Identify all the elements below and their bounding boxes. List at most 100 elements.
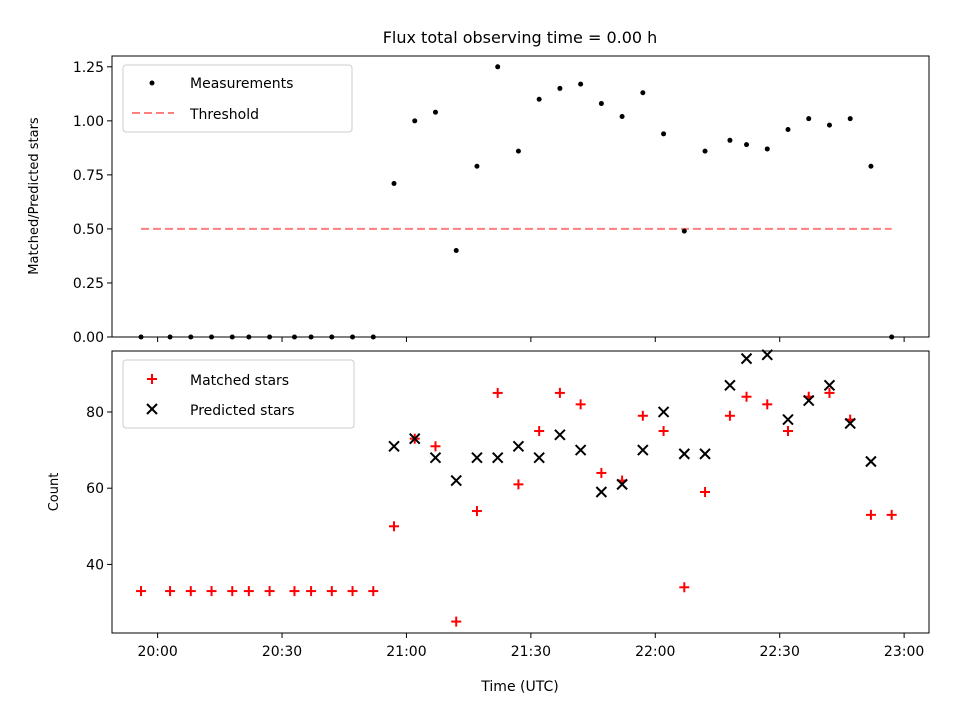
measurement-point	[474, 163, 480, 169]
predicted-star-point	[844, 417, 856, 430]
predicted-star-point	[865, 455, 877, 468]
legend-matched-marker	[147, 374, 157, 384]
legend-predicted-label: Predicted stars	[190, 403, 295, 419]
measurement-point	[495, 64, 501, 70]
predicted-star-point	[491, 451, 504, 464]
x-tick-label: 21:00	[386, 644, 426, 660]
measurement-point	[764, 146, 770, 152]
top-legend: Measurements Threshold	[122, 64, 353, 133]
predicted-star-point	[388, 440, 400, 452]
matched-star-point	[513, 479, 524, 490]
measurement-point	[702, 148, 708, 154]
measurement-point	[826, 122, 832, 128]
x-axis-label: Time (UTC)	[480, 679, 558, 695]
legend-measurements-marker	[149, 80, 155, 86]
measurement-point	[578, 81, 584, 87]
matched-star-point	[289, 586, 300, 597]
predicted-star-point	[533, 451, 545, 464]
matched-star-point	[824, 387, 835, 398]
measurement-point	[536, 96, 542, 102]
x-tick-label: 20:00	[137, 644, 177, 660]
measurement-point	[432, 109, 438, 115]
matched-star-point	[886, 509, 897, 520]
matched-star-point	[471, 506, 482, 517]
predicted-star-point	[803, 394, 815, 407]
chart-title: Flux total observing time = 0.00 h	[383, 28, 658, 47]
measurement-point	[727, 137, 733, 143]
predicted-star-point	[554, 429, 566, 441]
predicted-star-point	[471, 451, 483, 464]
predicted-star-point	[429, 451, 442, 464]
matched-star-point	[762, 399, 773, 410]
measurement-point	[681, 228, 687, 234]
matched-star-point	[782, 426, 793, 437]
bottom-y-tick-label: 60	[86, 481, 104, 497]
predicted-star-point	[678, 448, 691, 460]
bottom-y-tick-label: 40	[86, 557, 104, 573]
measurement-point	[619, 114, 625, 120]
measurement-point	[557, 85, 563, 91]
matched-star-point	[185, 586, 196, 597]
matched-star-point	[347, 586, 358, 597]
matched-star-point	[306, 586, 317, 597]
bottom-y-axis-label: Count	[47, 473, 62, 512]
bottom-panel: 40 60 80 20:00 20:30 21:00 21:30 22:00 22:30 23:…	[47, 349, 930, 695]
measurement-point	[598, 101, 604, 107]
top-plot-frame	[111, 55, 930, 338]
predicted-star-point	[512, 440, 525, 452]
matched-star-point	[136, 586, 147, 597]
measurement-point	[391, 181, 397, 187]
predicted-star-point	[699, 448, 711, 460]
matched-star-point	[700, 487, 711, 497]
matched-star-point	[243, 586, 254, 597]
bottom-legend: Matched stars Predicted stars	[122, 359, 355, 429]
top-y-tick-label: 1.25	[73, 60, 104, 76]
matched-star-point	[264, 586, 275, 597]
x-tick-label: 23:00	[884, 644, 924, 660]
top-y-tick-label: 0.00	[73, 330, 104, 346]
matched-star-point	[534, 426, 545, 437]
bottom-legend-box	[122, 359, 355, 429]
measurement-point	[847, 116, 853, 122]
predicted-star-point	[782, 413, 794, 426]
matched-star-point	[741, 391, 752, 402]
predicted-star-point	[823, 379, 836, 392]
measurement-point	[785, 126, 791, 132]
matched-star-point	[637, 410, 648, 421]
predicted-star-point	[740, 352, 753, 365]
legend-measurements-label: Measurements	[190, 76, 293, 92]
x-tick-label: 22:30	[760, 644, 800, 660]
measurement-point	[868, 163, 874, 169]
matched-star-point	[165, 586, 176, 597]
top-y-tick-label: 1.00	[73, 114, 104, 130]
legend-predicted-marker	[146, 403, 158, 415]
top-y-axis-label: Matched/Predicted stars	[27, 117, 42, 275]
predicted-star-point	[637, 444, 649, 456]
top-y-tick-label: 0.50	[73, 222, 104, 238]
matched-star-point	[206, 586, 217, 597]
matched-star-point	[389, 521, 400, 532]
matched-star-point	[451, 616, 462, 627]
legend-threshold-label: Threshold	[189, 107, 259, 123]
x-tick-label: 22:00	[635, 644, 675, 660]
matched-star-point	[724, 410, 735, 421]
predicted-star-point	[409, 432, 421, 445]
matched-star-point	[326, 586, 337, 597]
x-tick-label: 21:30	[511, 644, 551, 660]
bottom-y-tick-label: 80	[86, 405, 104, 421]
matched-star-point	[575, 399, 586, 410]
matched-star-point	[658, 426, 669, 437]
predicted-star-point	[724, 379, 736, 392]
top-legend-box	[122, 64, 353, 133]
predicted-star-point	[657, 406, 670, 418]
matched-star-point	[596, 467, 607, 478]
matched-star-point	[227, 586, 238, 597]
x-tick-label: 20:30	[262, 644, 302, 660]
measurement-point	[515, 148, 521, 154]
matched-star-point	[430, 441, 441, 452]
predicted-star-point	[595, 486, 608, 498]
top-panel: 0.00 0.25 0.50 0.75 1.00 1.25 Matched/Predict…	[27, 55, 930, 346]
matched-star-point	[554, 387, 565, 398]
measurement-point	[453, 248, 459, 254]
